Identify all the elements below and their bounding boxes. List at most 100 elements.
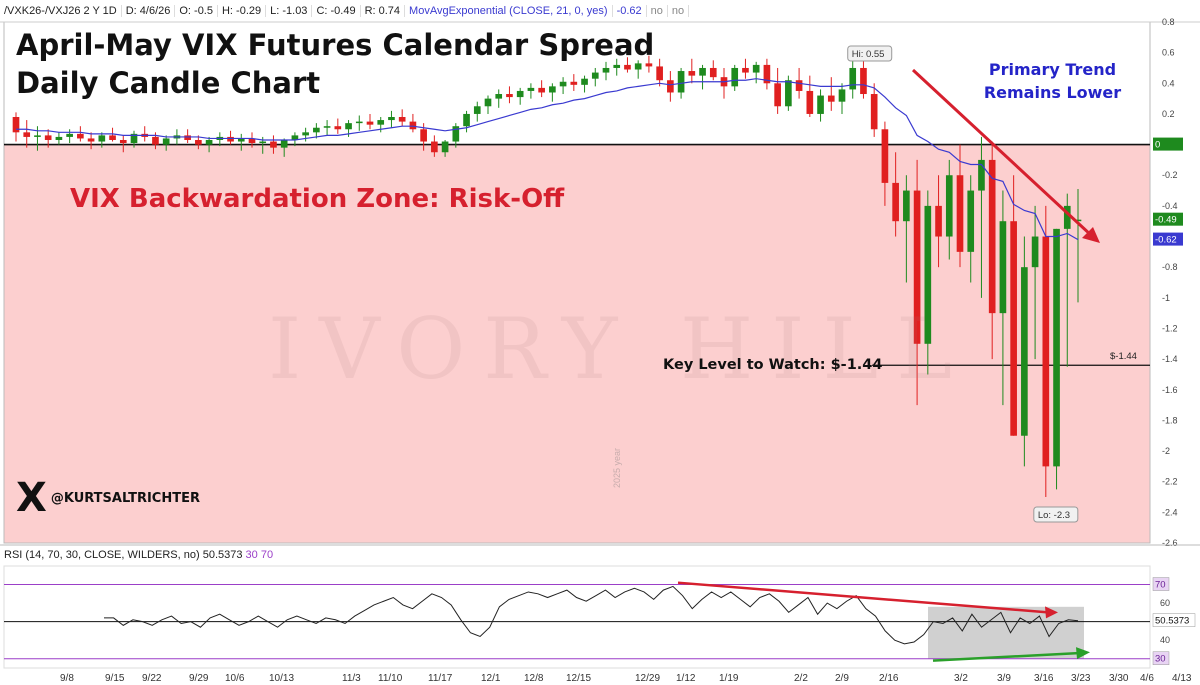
candle-body-88 [956, 175, 964, 252]
y-tick-label-6: -0.4 [1162, 201, 1178, 211]
candle-body-16 [184, 135, 191, 140]
candle-body-13 [152, 136, 159, 145]
candle-body-83 [903, 190, 910, 222]
candle-body-53 [581, 78, 588, 85]
rsi-value: 50.5373 [202, 549, 243, 561]
x-tick-label-10: 12/8 [524, 673, 544, 684]
candle-body-33 [366, 121, 374, 125]
y-tick-label-14: -2 [1162, 446, 1170, 456]
x-tick-label-13: 1/12 [676, 673, 696, 684]
rsi-70-tag-bg [1152, 577, 1170, 591]
rsi-os-label: 70 [260, 549, 274, 561]
rsi-bear-arrow-head [1045, 606, 1058, 619]
candle-body-82 [892, 182, 899, 222]
x-tick-label-8: 11/17 [428, 673, 453, 684]
candle-body-43 [473, 106, 481, 114]
candle-body-10 [119, 139, 127, 144]
zone-label: VIX Backwardation Zone: Risk-Off [70, 184, 565, 214]
candle-body-26 [291, 135, 299, 140]
x-tick-label-5: 10/13 [269, 673, 294, 684]
x-tick-label-15: 2/2 [794, 673, 808, 684]
ema-tag-bg [1153, 232, 1183, 246]
candle-body-9 [109, 135, 116, 140]
no-flag-1: no [647, 5, 668, 17]
candle-body-97 [1053, 228, 1060, 467]
candle-body-55 [602, 67, 610, 73]
candle-body-76 [827, 95, 835, 102]
candle-body-93 [1010, 221, 1017, 436]
y-tick-label-1: 0.6 [1162, 48, 1175, 58]
candle-body-25 [280, 139, 288, 148]
key-level-label: Key Level to Watch: $-1.44 [663, 357, 883, 373]
y-tick-label-13: -1.8 [1162, 415, 1178, 425]
candle-body-91 [988, 159, 996, 314]
candle-body-38 [420, 129, 427, 142]
candle-body-8 [98, 135, 106, 142]
hi-callout-box [847, 45, 893, 62]
trend-line-1: Primary Trend [988, 60, 1117, 79]
x-tick-label-20: 3/16 [1034, 673, 1054, 684]
x-tick-label-9: 12/1 [481, 673, 501, 684]
candle-body-45 [495, 94, 503, 99]
x-tick-label-2: 9/22 [142, 673, 162, 684]
rsi-bear-arrow [677, 581, 1049, 614]
candle-body-56 [613, 64, 621, 68]
candle-body-1 [23, 132, 31, 137]
rsi-30-tag: 30 [1155, 654, 1166, 665]
candle-body-80 [870, 94, 878, 130]
rsi-y-tick-0: 60 [1160, 598, 1170, 608]
x-tick-label-14: 1/19 [719, 673, 739, 684]
candle-body-75 [817, 95, 824, 114]
candle-body-65 [709, 67, 717, 78]
candle-body-64 [699, 67, 706, 76]
y-tick-label-5: -0.2 [1162, 170, 1178, 180]
symbol-label[interactable]: /VXK26-/VXJ26 2 Y 1D [0, 5, 122, 17]
candle-body-44 [484, 98, 492, 107]
x-tick-label-23: 4/6 [1140, 673, 1154, 684]
last-close-tag: -0.49 [1155, 215, 1177, 226]
candle-body-57 [624, 64, 631, 70]
candle-body-90 [978, 159, 985, 191]
rsi-bull-arrow-head [1076, 647, 1090, 660]
hi-callout-text: Hi: 0.55 [852, 49, 885, 60]
candle-body-21 [237, 138, 245, 142]
ema-line [16, 78, 1079, 241]
lo-callout-text: Lo: -2.3 [1038, 510, 1070, 521]
candle-body-46 [506, 94, 513, 98]
social-handle: X @KURTSALTRICHTER [16, 478, 200, 518]
candle-body-92 [999, 221, 1007, 314]
x-logo-icon: X [16, 475, 47, 521]
candle-body-79 [860, 67, 867, 95]
x-tick-label-24: 4/13 [1172, 673, 1192, 684]
candle-body-6 [77, 133, 84, 139]
candle-body-35 [388, 117, 395, 121]
candle-body-41 [452, 126, 460, 142]
candle-body-4 [55, 136, 63, 140]
candle-body-86 [935, 205, 942, 237]
candle-body-59 [645, 63, 653, 67]
candle-body-89 [967, 190, 975, 252]
candle-body-30 [334, 126, 342, 130]
x-tick-label-22: 3/30 [1109, 673, 1129, 684]
rsi-30-tag-bg [1152, 651, 1170, 665]
candle-body-67 [731, 67, 739, 87]
y-tick-label-15: -2.2 [1162, 477, 1178, 487]
candle-body-3 [44, 135, 52, 140]
chart-header: /VXK26-/VXJ26 2 Y 1D D: 4/6/26 O: -0.5 H… [0, 0, 1150, 22]
candle-body-22 [248, 138, 256, 144]
rsi-ob-label: 30 [245, 549, 258, 561]
candle-body-39 [431, 141, 438, 153]
candle-body-60 [656, 66, 663, 81]
candle-body-72 [785, 80, 792, 107]
y-tick-label-17: -2.6 [1162, 538, 1178, 548]
candle-body-96 [1042, 236, 1050, 467]
rsi-label: RSI (14, 70, 30, CLOSE, WILDERS, no) [4, 549, 200, 561]
ma-label[interactable]: MovAvgExponential (CLOSE, 21, 0, yes) [405, 5, 613, 17]
candle-body-77 [838, 89, 846, 102]
y-tick-label-9: -1 [1162, 293, 1170, 303]
candle-body-98 [1063, 205, 1071, 229]
candle-body-42 [463, 113, 470, 127]
candle-body-24 [270, 141, 277, 148]
x-tick-label-17: 2/16 [879, 673, 899, 684]
